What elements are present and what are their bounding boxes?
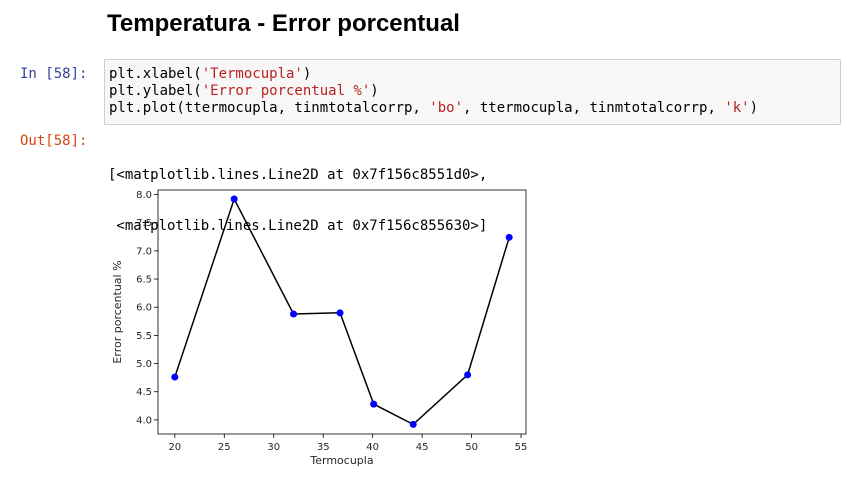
x-tick-label: 20 [168,442,181,453]
y-tick-label: 4.5 [136,387,152,398]
x-tick-label: 45 [416,442,429,453]
cell-output: [<matplotlib.lines.Line2D at 0x7f156c855… [108,133,487,252]
x-tick-label: 40 [366,442,379,453]
y-tick-label: 5.5 [136,331,152,342]
data-point [409,420,417,428]
data-point [230,195,238,203]
plot-frame [157,189,527,435]
data-point [370,400,378,408]
data-point [171,373,179,381]
series-line [174,197,510,426]
code-cell[interactable]: plt.xlabel('Termocupla') plt.ylabel('Err… [104,59,841,125]
y-tick-label: 6.5 [136,275,152,286]
chart-axes: 20 25 30 35 40 45 50 55 4.0 4.5 5.0 5.5 6.0 6.5 7.0 7.5… [111,189,528,467]
x-tick-label: 25 [218,442,231,453]
y-tick-label: 5.0 [136,359,152,370]
code-line-ylabel: plt.ylabel('Error porcentual %') [109,83,379,99]
input-prompt: In [58]: [20,66,88,82]
section-heading: Temperatura - Error porcentual [107,10,460,37]
y-tick-label: 6.0 [136,303,152,314]
x-tick-label: 35 [317,442,330,453]
code-line-plot: plt.plot(ttermocupla, tinmtotalcorrp, 'b… [109,100,759,116]
x-tick-label: 55 [515,442,528,453]
x-tick-label: 30 [267,442,280,453]
output-line: <matplotlib.lines.Line2D at 0x7f156c8556… [108,218,488,234]
y-axis-label: Error porcentual % [111,260,124,363]
y-tick-label: 4.0 [136,415,152,426]
data-point [290,310,298,318]
output-line: [<matplotlib.lines.Line2D at 0x7f156c855… [108,167,488,183]
data-point [336,309,344,317]
y-tick-label: 7.0 [136,246,152,257]
data-point [505,233,513,241]
y-tick-label: 8.0 [136,190,152,201]
chart-marks [171,195,513,428]
line-chart: 20 25 30 35 40 45 50 55 4.0 4.5 5.0 5.5 6.0 6.5 7.0 7.5… [111,189,528,467]
x-axis-label: Termocupla [309,454,373,467]
output-prompt: Out[58]: [20,133,88,149]
y-tick-label: 7.5 [136,218,152,229]
code-line-xlabel: plt.xlabel('Termocupla') [109,66,312,82]
x-tick-label: 50 [465,442,478,453]
data-point [464,371,472,379]
